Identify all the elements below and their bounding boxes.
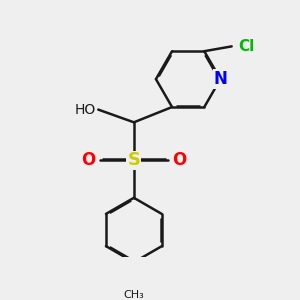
Text: CH₃: CH₃ bbox=[124, 290, 144, 300]
Text: HO: HO bbox=[74, 103, 96, 117]
Text: S: S bbox=[128, 152, 140, 169]
Text: O: O bbox=[172, 152, 186, 169]
Text: O: O bbox=[82, 152, 96, 169]
Text: Cl: Cl bbox=[238, 39, 255, 54]
Text: N: N bbox=[214, 70, 227, 88]
